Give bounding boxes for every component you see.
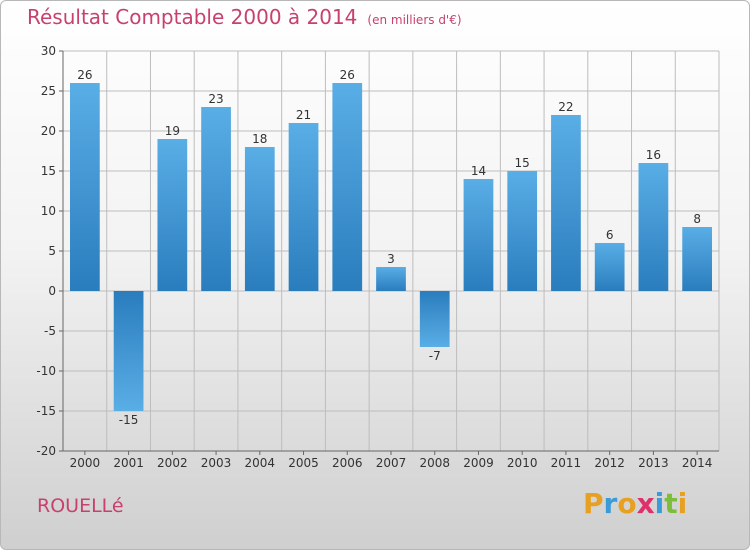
- bar-2006: [332, 83, 363, 291]
- brand-letter: o: [617, 487, 637, 520]
- x-tick-label: 2010: [507, 456, 538, 470]
- bar-2009: [463, 179, 494, 291]
- y-tick-label: 15: [41, 164, 56, 178]
- bar-2011: [551, 115, 581, 291]
- chart-unit: (en milliers d'€): [367, 13, 462, 27]
- data-label-2007: 3: [387, 252, 395, 266]
- y-tick-label: 5: [48, 244, 56, 258]
- bar-2005: [288, 123, 319, 291]
- x-tick-label: 2014: [682, 456, 713, 470]
- brand-letter: P: [583, 487, 604, 520]
- bar-2001: [113, 291, 144, 411]
- data-label-2000: 26: [77, 68, 92, 82]
- x-tick-label: 2001: [113, 456, 144, 470]
- x-tick-label: 2000: [70, 456, 101, 470]
- y-tick-label: -20: [36, 444, 56, 458]
- bar-2000: [69, 83, 100, 291]
- data-label-2012: 6: [606, 228, 614, 242]
- place-name: ROUELLé: [37, 495, 124, 517]
- bar-2010: [507, 171, 538, 291]
- x-tick-label: 2005: [288, 456, 319, 470]
- data-label-2010: 15: [515, 156, 530, 170]
- data-label-2003: 23: [208, 92, 223, 106]
- x-tick-label: 2012: [594, 456, 625, 470]
- bar-2014: [682, 227, 713, 291]
- data-label-2013: 16: [646, 148, 661, 162]
- chart-title-text: Résultat Comptable 2000 à 2014: [27, 5, 358, 29]
- y-tick-label: 0: [48, 284, 56, 298]
- data-label-2004: 18: [252, 132, 267, 146]
- y-tick-label: -15: [36, 404, 56, 418]
- brand-letter: x: [636, 487, 655, 520]
- bars: [69, 83, 713, 411]
- y-tick-label: -10: [36, 364, 56, 378]
- y-tick-label: 25: [41, 84, 56, 98]
- brand-logo: Proxiti: [583, 487, 687, 520]
- x-tick-label: 2003: [201, 456, 232, 470]
- data-label-2009: 14: [471, 164, 486, 178]
- x-tick-label: 2002: [157, 456, 188, 470]
- data-label-2014: 8: [693, 212, 701, 226]
- bar-2012: [594, 243, 625, 291]
- data-label-2005: 21: [296, 108, 311, 122]
- bar-2003: [201, 107, 231, 291]
- data-label-2006: 26: [340, 68, 355, 82]
- bar-2002: [157, 139, 188, 291]
- brand-letter: r: [603, 487, 618, 520]
- data-label-2001: -15: [119, 413, 139, 427]
- bar-2013: [638, 163, 669, 291]
- bar-2004: [244, 147, 275, 291]
- brand-letter: i: [677, 487, 688, 520]
- y-tick-label: -5: [44, 324, 56, 338]
- brand-letter: t: [664, 487, 678, 520]
- data-label-2002: 19: [165, 124, 180, 138]
- axes: 30 25 20 15 10 5 0 -5 -10 -15 -20 2000 2001 2002 2003 2…: [36, 44, 719, 470]
- x-tick-label: 2008: [419, 456, 450, 470]
- x-tick-label: 2013: [638, 456, 669, 470]
- data-label-2011: 22: [558, 100, 573, 114]
- bar-2008: [419, 291, 450, 347]
- bar-2007: [376, 267, 406, 291]
- brand-letter: i: [654, 487, 665, 520]
- y-tick-label: 30: [41, 44, 56, 58]
- x-tick-label: 2011: [551, 456, 582, 470]
- x-tick-label: 2004: [245, 456, 276, 470]
- y-tick-label: 20: [41, 124, 56, 138]
- data-label-2008: -7: [429, 349, 441, 363]
- data-labels: 26 -15 19 23 18 21 26 3 -7 14 15 22 6 16 8: [77, 68, 701, 427]
- chart-title: Résultat Comptable 2000 à 2014 (en millie…: [27, 5, 462, 29]
- x-tick-label: 2007: [376, 456, 407, 470]
- x-tick-label: 2006: [332, 456, 363, 470]
- x-tick-label: 2009: [463, 456, 494, 470]
- y-tick-label: 10: [41, 204, 56, 218]
